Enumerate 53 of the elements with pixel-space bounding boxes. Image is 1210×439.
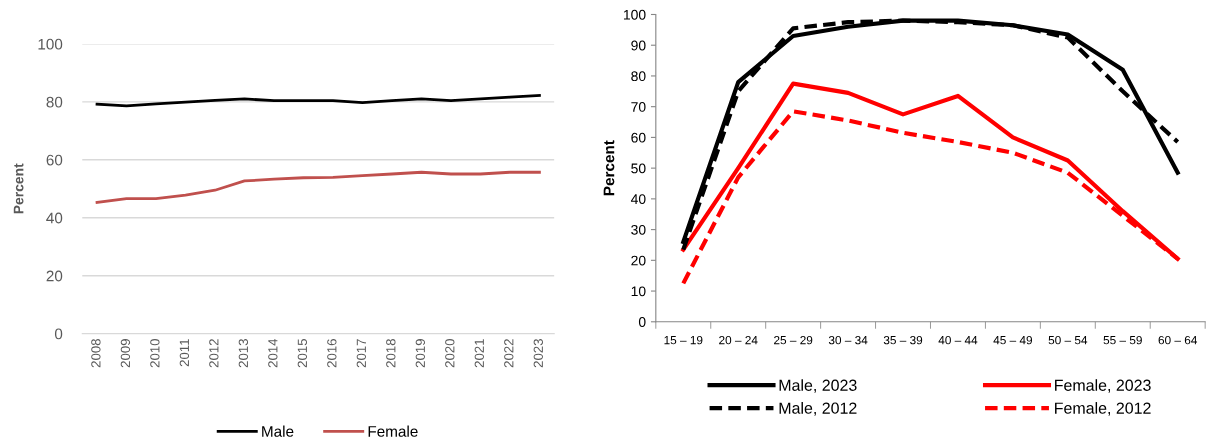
x-tick-label: 2021	[474, 339, 484, 368]
y-tick-label: 50	[631, 163, 646, 174]
legend-label: Female, 2023	[1055, 379, 1151, 393]
y-tick-label: 90	[631, 40, 646, 51]
y-tick-label: 0	[54, 328, 63, 340]
legend-label: Male	[262, 425, 294, 437]
x-tick-label: 2018	[386, 339, 396, 368]
x-tick-label: 2013	[238, 339, 249, 368]
x-tick-label: 2019	[415, 339, 425, 368]
x-tick-label: 60 – 64	[1158, 335, 1198, 345]
y-tick-label: 80	[631, 71, 646, 82]
y-tick-label: 60	[46, 154, 63, 166]
legend-label: Male, 2012	[779, 402, 857, 416]
x-tick-label: 50 – 54	[1048, 335, 1088, 345]
line-series	[95, 170, 541, 204]
y-tick-label: 0	[638, 317, 646, 327]
x-tick-label: 2008	[91, 339, 101, 368]
y-tick-label: 100	[623, 9, 646, 20]
x-tick-label: 2011	[179, 339, 190, 367]
x-tick-label: 45 – 49	[993, 335, 1033, 345]
x-tick-label: 2012	[209, 339, 219, 368]
x-tick-label: 2022	[504, 339, 514, 368]
x-tick-label: 35 – 39	[883, 335, 923, 345]
legend-label: Female, 2012	[1055, 402, 1151, 416]
legend-label: Female	[368, 425, 418, 437]
y-tick-label: 70	[631, 102, 646, 112]
x-tick-label: 2014	[268, 338, 278, 368]
x-tick-label: 20 – 24	[719, 335, 758, 345]
y-axis-title: Percent	[603, 140, 615, 196]
y-tick-label: 40	[46, 212, 63, 224]
x-tick-label: 2015	[297, 339, 308, 368]
x-tick-label: 55 – 59	[1103, 335, 1142, 345]
y-tick-label: 60	[631, 132, 646, 143]
y-tick-label: 100	[38, 38, 63, 50]
x-tick-label: 2017	[356, 339, 367, 368]
y-axis-title: Percent	[13, 163, 24, 214]
legend-label: Male, 2023	[779, 379, 857, 393]
y-tick-label: 80	[46, 96, 63, 108]
line-series	[95, 94, 541, 108]
y-tick-label: 30	[631, 224, 646, 235]
y-tick-label: 10	[631, 286, 646, 297]
y-tick-label: 40	[630, 194, 646, 205]
x-tick-label: 40 – 44	[938, 335, 978, 345]
x-tick-label: 15 – 19	[664, 335, 703, 345]
x-tick-label: 2023	[533, 339, 543, 368]
x-tick-label: 2016	[327, 339, 337, 368]
y-tick-label: 20	[631, 255, 646, 266]
x-tick-label: 25 – 29	[774, 335, 813, 345]
x-tick-label: 30 – 34	[828, 335, 868, 345]
x-tick-label: 2010	[150, 339, 160, 368]
x-tick-label: 2009	[120, 339, 131, 368]
y-tick-label: 20	[46, 270, 63, 282]
x-tick-label: 2020	[445, 339, 455, 368]
